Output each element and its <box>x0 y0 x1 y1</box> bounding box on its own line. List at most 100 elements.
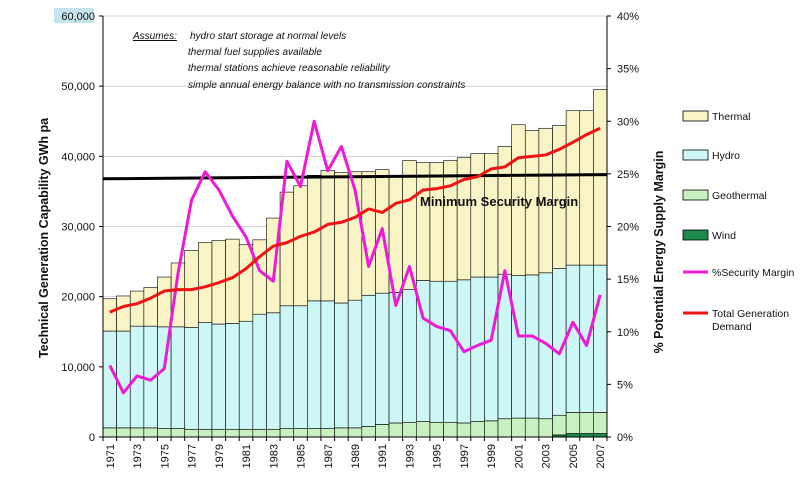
assumption-line: hydro start storage at normal levels <box>190 31 346 42</box>
bar-geothermal-1983 <box>266 428 281 438</box>
bar-geothermal-1985 <box>293 428 308 438</box>
bar-hydro-1976 <box>170 326 186 429</box>
bar-geothermal-2001 <box>511 417 526 438</box>
x-tick-label: 1973 <box>132 444 144 468</box>
bar-thermal-1981 <box>238 244 254 322</box>
x-tick-label: 1983 <box>268 444 280 468</box>
x-tick-label: 2001 <box>513 444 525 468</box>
legend-swatch-geothermal <box>682 189 709 201</box>
bar-hydro-1990 <box>361 294 376 427</box>
bar-geothermal-1984 <box>279 428 295 438</box>
bar-hydro-1978 <box>198 322 213 430</box>
y-axis-title: Technical Generation Capability GWh pa <box>37 117 51 358</box>
x-tick-label: 1999 <box>486 444 498 468</box>
y-tick-label: 40,000 <box>61 151 95 163</box>
bar-geothermal-2000 <box>497 418 512 438</box>
bar-geothermal-2006 <box>579 412 594 434</box>
bar-hydro-1991 <box>375 292 390 425</box>
bar-hydro-1981 <box>238 320 254 430</box>
legend-label: Geothermal <box>712 190 767 202</box>
legend-label: Thermal <box>712 111 751 123</box>
legend: Thermal Hydro Geothermal Wind %Security Marg… <box>682 110 794 333</box>
bar-geothermal-1972 <box>116 427 131 438</box>
bar-geothermal-2007 <box>593 412 608 434</box>
x-tick-label: 1995 <box>432 444 444 468</box>
y-tick-label: 0 <box>89 432 95 444</box>
bar-thermal-1996 <box>443 160 458 282</box>
bar-geothermal-1981 <box>238 428 254 438</box>
bar-thermal-2007 <box>593 89 608 266</box>
bar-hydro-1979 <box>211 323 226 430</box>
bar-thermal-1978 <box>198 242 213 323</box>
x-tick-label: 2003 <box>541 444 553 468</box>
x-tick-label: 1987 <box>323 444 335 468</box>
assumption-line: simple annual energy balance with no tra… <box>188 80 465 91</box>
bar-geothermal-1992 <box>388 422 403 438</box>
minimum-security-margin-label: Minimum Security Margin <box>420 194 578 209</box>
y2-tick-label: 20% <box>617 222 639 234</box>
bar-hydro-1982 <box>252 313 267 430</box>
y-tick-label: 10,000 <box>61 362 95 374</box>
bar-hydro-1986 <box>307 300 322 429</box>
legend-swatch-hydro <box>682 149 709 161</box>
x-tick-label: 1981 <box>241 444 253 468</box>
bar-thermal-1975 <box>157 276 172 328</box>
minimum-security-margin-line <box>102 173 608 181</box>
x-tick-label: 1991 <box>377 444 389 468</box>
bar-thermal-2005 <box>565 110 581 266</box>
x-tick-label: 1993 <box>404 444 416 468</box>
x-tick-label: 1985 <box>296 444 308 468</box>
line-total-generation-demand <box>109 126 601 314</box>
bar-hydro-1993 <box>402 289 417 423</box>
bar-geothermal-2005 <box>565 412 581 434</box>
legend-label: Hydro <box>712 150 740 162</box>
bar-hydro-1972 <box>116 330 131 429</box>
bar-thermal-1986 <box>307 174 322 302</box>
bar-geothermal-1978 <box>198 428 213 438</box>
bar-thermal-1998 <box>470 153 485 278</box>
y2-tick-label: 15% <box>617 274 639 286</box>
x-tick-label: 2007 <box>595 444 607 468</box>
y2-tick-label: 35% <box>617 64 639 76</box>
bar-geothermal-1975 <box>157 428 172 438</box>
line--security-margin <box>108 119 602 395</box>
x-tick-label: 1975 <box>159 444 171 468</box>
bar-thermal-1974 <box>143 287 158 327</box>
bar-geothermal-1991 <box>375 424 390 438</box>
bar-geothermal-1994 <box>415 421 431 438</box>
bar-geothermal-1995 <box>429 421 444 438</box>
bar-hydro-1971 <box>102 330 117 429</box>
legend-label: Demand <box>712 321 752 333</box>
series-lines <box>102 119 608 395</box>
bar-hydro-1992 <box>388 292 403 424</box>
y2-tick-label: 0% <box>617 432 633 444</box>
bar-hydro-1983 <box>266 312 281 430</box>
assumption-line: thermal stations achieve reasonable reli… <box>188 63 391 74</box>
legend-label: Wind <box>712 230 736 242</box>
bar-geothermal-1987 <box>320 428 335 438</box>
bar-geothermal-2004 <box>552 414 567 436</box>
bar-geothermal-1977 <box>184 428 199 438</box>
x-tick-label: 1989 <box>350 444 362 468</box>
bar-hydro-1985 <box>293 305 308 429</box>
bar-geothermal-1982 <box>252 428 267 438</box>
bar-thermal-1980 <box>225 238 240 324</box>
bar-geothermal-1990 <box>361 426 376 438</box>
bar-geothermal-1973 <box>129 427 145 438</box>
y-tick-label: 50,000 <box>61 81 95 93</box>
bar-geothermal-1998 <box>470 421 485 438</box>
bar-geothermal-1971 <box>102 427 117 438</box>
bar-thermal-1994 <box>415 162 431 281</box>
bar-wind-2007 <box>593 433 608 438</box>
bar-thermal-1971 <box>102 298 117 332</box>
bar-geothermal-1980 <box>225 428 240 438</box>
bar-geothermal-1996 <box>443 421 458 438</box>
y-tick-label: 30,000 <box>61 222 95 234</box>
bar-geothermal-1988 <box>334 427 349 438</box>
bar-hydro-1987 <box>320 300 335 429</box>
x-tick-label: 1997 <box>459 444 471 468</box>
bar-geothermal-1974 <box>143 427 158 438</box>
x-tick-label: 1977 <box>187 444 199 468</box>
axes: 0 10,000 20,000 30,000 40,000 50,000 60,000 0% 5… <box>54 8 639 468</box>
